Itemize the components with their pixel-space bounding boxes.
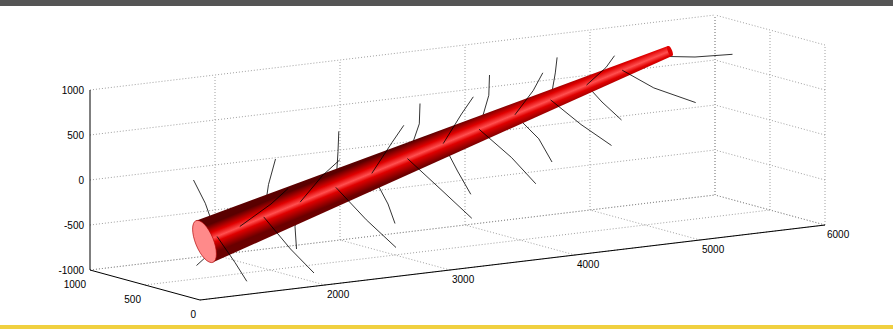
svg-text:1000: 1000 [62, 85, 85, 96]
svg-text:6000: 6000 [827, 229, 850, 240]
svg-text:2000: 2000 [327, 289, 350, 300]
svg-text:-500: -500 [64, 220, 84, 231]
svg-text:1000: 1000 [64, 279, 87, 290]
svg-text:500: 500 [124, 294, 141, 305]
svg-text:0: 0 [78, 175, 84, 186]
svg-text:3000: 3000 [452, 274, 475, 285]
svg-text:500: 500 [67, 130, 84, 141]
svg-text:0: 0 [190, 309, 196, 320]
svg-text:-1000: -1000 [58, 265, 84, 276]
svg-text:5000: 5000 [702, 244, 725, 255]
svg-text:4000: 4000 [577, 259, 600, 270]
